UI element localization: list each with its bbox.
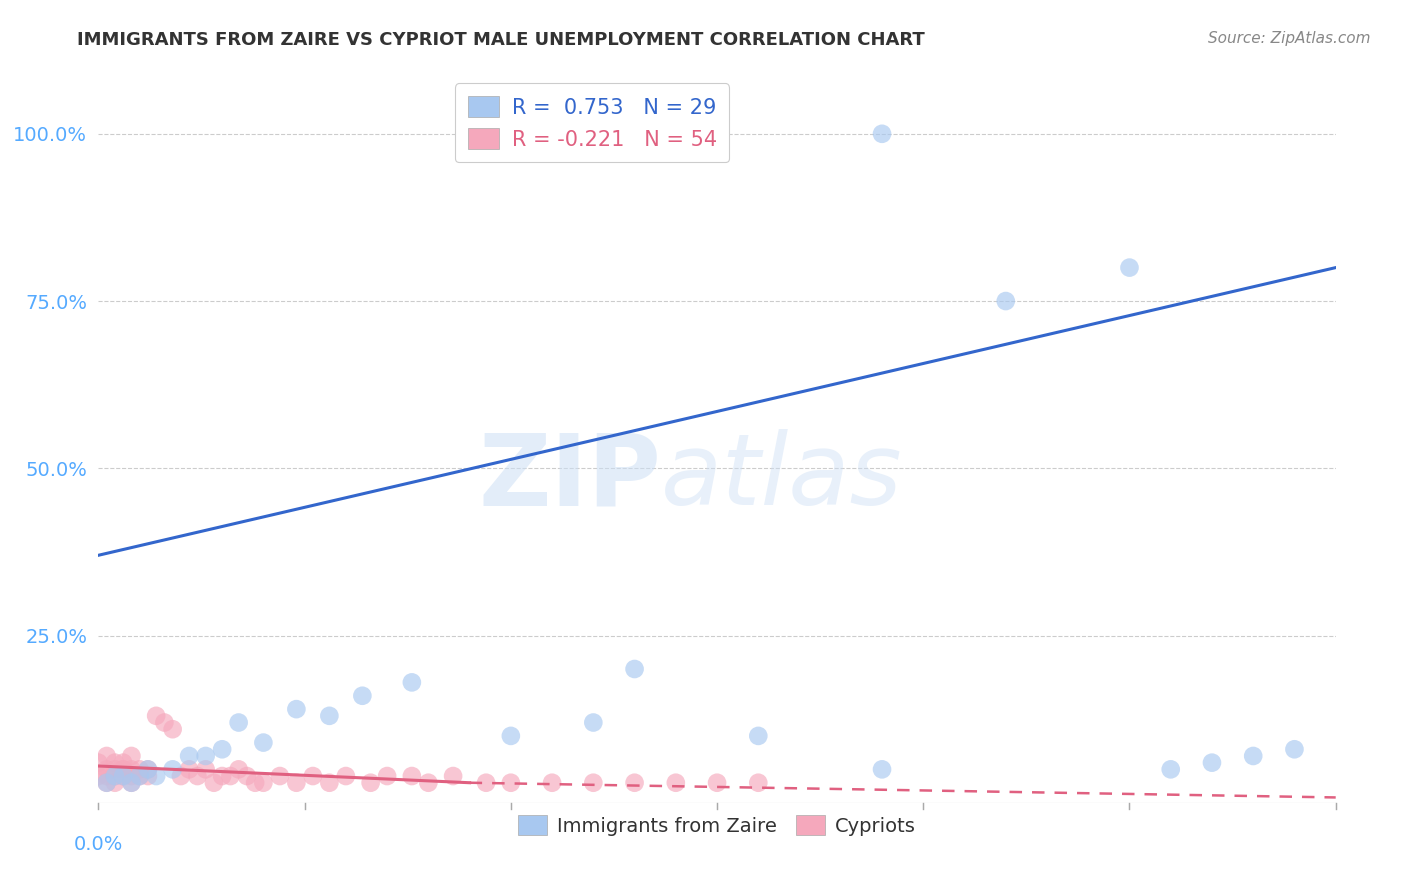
Point	[211, 769, 233, 783]
Point	[335, 769, 357, 783]
Point	[228, 715, 250, 730]
Point	[104, 762, 127, 776]
Point	[318, 776, 340, 790]
Point	[96, 776, 118, 790]
Point	[104, 769, 127, 783]
Point	[128, 762, 150, 776]
Point	[870, 127, 893, 141]
Point	[706, 776, 728, 790]
Point	[179, 762, 201, 776]
Text: Source: ZipAtlas.com: Source: ZipAtlas.com	[1208, 31, 1371, 46]
Legend: Immigrants from Zaire, Cypriots: Immigrants from Zaire, Cypriots	[510, 807, 924, 844]
Point	[499, 776, 522, 790]
Point	[582, 715, 605, 730]
Point	[582, 776, 605, 790]
Point	[153, 715, 176, 730]
Point	[162, 762, 184, 776]
Text: ZIP: ZIP	[478, 429, 661, 526]
Point	[120, 762, 142, 776]
Point	[202, 776, 225, 790]
Point	[252, 776, 274, 790]
Point	[128, 769, 150, 783]
Point	[104, 776, 127, 790]
Point	[136, 762, 159, 776]
Point	[747, 729, 769, 743]
Point	[541, 776, 564, 790]
Point	[96, 749, 118, 764]
Point	[120, 769, 142, 783]
Point	[499, 729, 522, 743]
Point	[162, 723, 184, 737]
Point	[269, 769, 291, 783]
Point	[219, 769, 242, 783]
Point	[418, 776, 440, 790]
Point	[120, 749, 142, 764]
Point	[1241, 749, 1264, 764]
Point	[360, 776, 382, 790]
Point	[623, 776, 645, 790]
Point	[104, 756, 127, 770]
Point	[870, 762, 893, 776]
Point	[228, 762, 250, 776]
Point	[87, 769, 110, 783]
Point	[623, 662, 645, 676]
Point	[112, 769, 135, 783]
Point	[401, 675, 423, 690]
Point	[194, 762, 217, 776]
Point	[1160, 762, 1182, 776]
Point	[243, 776, 266, 790]
Point	[475, 776, 498, 790]
Point	[994, 294, 1017, 309]
Point	[112, 762, 135, 776]
Point	[211, 742, 233, 756]
Point	[1284, 742, 1306, 756]
Point	[302, 769, 325, 783]
Point	[252, 735, 274, 749]
Point	[285, 702, 308, 716]
Text: IMMIGRANTS FROM ZAIRE VS CYPRIOT MALE UNEMPLOYMENT CORRELATION CHART: IMMIGRANTS FROM ZAIRE VS CYPRIOT MALE UN…	[77, 31, 925, 49]
Point	[236, 769, 259, 783]
Point	[186, 769, 208, 783]
Point	[170, 769, 193, 783]
Point	[96, 776, 118, 790]
Point	[375, 769, 398, 783]
Point	[145, 708, 167, 723]
Point	[665, 776, 688, 790]
Point	[136, 762, 159, 776]
Point	[136, 769, 159, 783]
Point	[747, 776, 769, 790]
Point	[179, 749, 201, 764]
Point	[441, 769, 464, 783]
Point	[194, 749, 217, 764]
Point	[318, 708, 340, 723]
Point	[352, 689, 374, 703]
Text: atlas: atlas	[661, 429, 903, 526]
Point	[87, 756, 110, 770]
Point	[96, 769, 118, 783]
Point	[112, 762, 135, 776]
Point	[112, 756, 135, 770]
Point	[104, 769, 127, 783]
Point	[120, 776, 142, 790]
Point	[285, 776, 308, 790]
Point	[401, 769, 423, 783]
Text: 0.0%: 0.0%	[73, 835, 124, 855]
Point	[1118, 260, 1140, 275]
Point	[145, 769, 167, 783]
Point	[120, 776, 142, 790]
Point	[1201, 756, 1223, 770]
Point	[96, 762, 118, 776]
Point	[112, 769, 135, 783]
Point	[128, 769, 150, 783]
